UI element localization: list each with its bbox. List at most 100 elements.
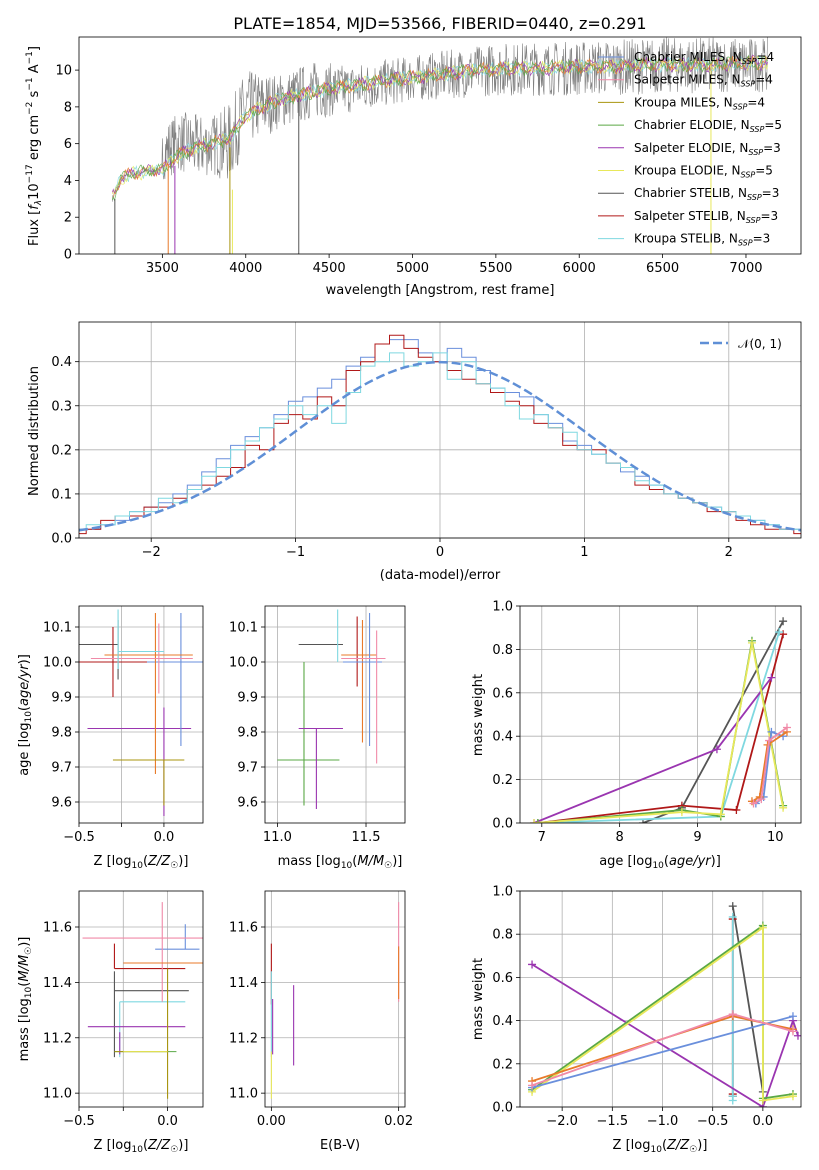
mass-weight-metallicity-plot-area: −2.0 −1.5 −1.0 −0.5 0.0 0.0 0.2 0.4 0.6 0.8 1.0 — [492, 885, 802, 1129]
y-tick-label: 9.8 — [237, 726, 258, 741]
mass-weight-point — [788, 1027, 797, 1036]
y-tick-label: 0.2 — [492, 1057, 513, 1072]
spectrum-legend: Chabrier MILES, NSSP=4 Salpeter MILES, NS… — [598, 50, 782, 248]
axes-frame — [519, 605, 802, 824]
x-tick-label: 4000 — [229, 261, 262, 276]
age-metallicity-panel: −0.5 0.0 9.6 9.7 9.8 9.9 10.0 10.1 Z [log10(Z/Z… — [17, 605, 204, 871]
y-tick-label: 10.0 — [229, 656, 258, 671]
clipped-marks — [82, 902, 203, 1099]
x-tick-label: 7 — [538, 830, 546, 845]
mass-weight-age-ylabel: mass weight — [471, 674, 486, 756]
axes-frame — [78, 890, 204, 1108]
y-tick-label: 0.4 — [492, 1014, 513, 1029]
y-tick-label: 0.0 — [492, 1101, 513, 1116]
age-mass-panel: 11.0 11.5 9.6 9.7 9.8 9.9 10.0 10.1 mass [log10… — [229, 605, 406, 871]
y-tick-label: 9.7 — [237, 761, 258, 776]
x-tick-label: 0.00 — [257, 1114, 286, 1129]
mass-weight-point — [767, 727, 776, 736]
histogram-ylabel: Normed distribution — [27, 366, 42, 496]
x-tick-label: 0 — [436, 545, 444, 560]
y-tick-label: 11.6 — [43, 921, 72, 936]
legend-label: Chabrier ELODIE, NSSP=5 — [634, 118, 782, 134]
mass-weight-point — [788, 1012, 797, 1021]
x-tick-label: 1 — [580, 545, 588, 560]
mass-weight-point — [758, 923, 767, 932]
x-tick-label: 6000 — [563, 261, 596, 276]
mass-weight-point — [747, 638, 756, 647]
axes-frame — [264, 890, 406, 1108]
mass-extinction-panel: 0.00 0.02 11.0 11.2 11.4 11.6 E(B-V) — [229, 890, 413, 1153]
mass-weight-point — [728, 1092, 737, 1101]
x-tick-label: 6500 — [646, 261, 679, 276]
mass-weight-point — [528, 1081, 537, 1090]
y-tick-label: 11.0 — [43, 1087, 72, 1102]
histogram-series-steps — [79, 352, 801, 530]
clipped-marks — [530, 617, 791, 823]
x-tick-label: 5500 — [479, 261, 512, 276]
x-tick-label: 3500 — [146, 261, 179, 276]
legend-label: Kroupa ELODIE, NSSP=5 — [634, 164, 773, 180]
x-tick-label: 8 — [615, 830, 623, 845]
x-tick-label: 0.0 — [154, 830, 175, 845]
x-tick-label: −2 — [142, 545, 161, 560]
mass-weight-point — [765, 736, 774, 745]
histogram-xlabel: (data-model)/error — [380, 568, 501, 583]
mass-weight-line — [531, 963, 799, 1107]
y-tick-label: 0.6 — [492, 686, 513, 701]
spectrum-model-trace — [111, 55, 769, 195]
mass-weight-metallicity-ylabel: mass weight — [471, 958, 486, 1040]
mass-weight-line — [537, 633, 784, 823]
mass-weight-point — [782, 723, 791, 732]
y-tick-label: 0.1 — [51, 487, 72, 502]
axis-ticks: 0.00 0.02 11.0 11.2 11.4 11.6 — [229, 891, 413, 1129]
mass-weight-point — [749, 799, 758, 808]
mass-weight-point — [779, 803, 788, 812]
residual-histogram-panel: −2 −1 0 1 2 0.0 0.1 0.2 0.3 0.4 𝒩(0, 1) (data-mode… — [27, 321, 802, 583]
mass-weight-line — [537, 640, 784, 823]
x-tick-label: 10 — [767, 830, 784, 845]
mass-weight-point — [530, 819, 539, 823]
axis-ticks: 7 8 9 10 0.0 0.2 0.4 0.6 0.8 1.0 — [492, 600, 801, 845]
age-mass-xlabel: mass [log10(M/M☉)] — [278, 854, 403, 871]
mass-weight-point — [728, 912, 737, 921]
mass-weight-point — [728, 1010, 737, 1019]
age-metallicity-plot-area: −0.5 0.0 9.6 9.7 9.8 9.9 10.0 10.1 — [43, 605, 204, 845]
y-tick-label: 11.2 — [229, 1031, 258, 1046]
figure-title: PLATE=1854, MJD=53566, FIBERID=0440, z=0… — [233, 14, 646, 33]
mass-metallicity-panel: −0.5 0.011.011.211.411.6 Z [log10(Z/Z☉)] … — [17, 890, 204, 1155]
mass-weight-point — [728, 902, 737, 911]
mass-weight-point — [732, 805, 741, 814]
y-tick-label: 9.9 — [51, 691, 72, 706]
spectrum-plot-area: 3500 4000 4500 5000 5500 6000 6500 7000 0 2 4 6 8 10 — [55, 36, 802, 276]
x-tick-label: 7000 — [729, 261, 762, 276]
y-tick-label: 0.6 — [492, 971, 513, 986]
y-tick-label: 10 — [55, 64, 72, 79]
y-tick-label: 10.1 — [43, 621, 72, 636]
y-tick-label: 0.0 — [492, 817, 513, 832]
x-tick-label: 0.02 — [384, 1114, 413, 1129]
y-tick-label: 1.0 — [492, 600, 513, 615]
mass-weight-point — [767, 673, 776, 682]
clipped-marks — [277, 609, 386, 809]
mass-weight-metallicity-xlabel: Z [log10(Z/Z☉)] — [613, 1138, 708, 1155]
y-tick-label: 9.6 — [237, 796, 258, 811]
y-tick-label: 2 — [64, 211, 72, 226]
mass-weight-line — [533, 642, 784, 823]
mass-weight-point — [528, 960, 537, 969]
y-tick-label: 8 — [64, 100, 72, 115]
x-tick-label: 0.0 — [753, 1114, 774, 1129]
spectrum-model-trace — [111, 54, 769, 195]
clipped-marks — [79, 609, 203, 816]
mass-weight-point — [779, 617, 788, 626]
legend-label: Chabrier MILES, NSSP=4 — [634, 50, 774, 66]
legend-label: Salpeter ELODIE, NSSP=3 — [634, 141, 781, 157]
spectrum-xlabel: wavelength [Angstrom, rest frame] — [326, 283, 555, 298]
y-tick-label: 9.9 — [237, 691, 258, 706]
axes-frame — [78, 321, 802, 539]
mass-extinction-xlabel: E(B-V) — [320, 1138, 360, 1153]
mass-weight-line — [531, 925, 794, 1102]
legend-label: Kroupa MILES, NSSP=4 — [634, 95, 765, 111]
mass-weight-point — [716, 810, 725, 819]
y-tick-label: 0.0 — [51, 532, 72, 547]
y-tick-label: 11.6 — [229, 921, 258, 936]
